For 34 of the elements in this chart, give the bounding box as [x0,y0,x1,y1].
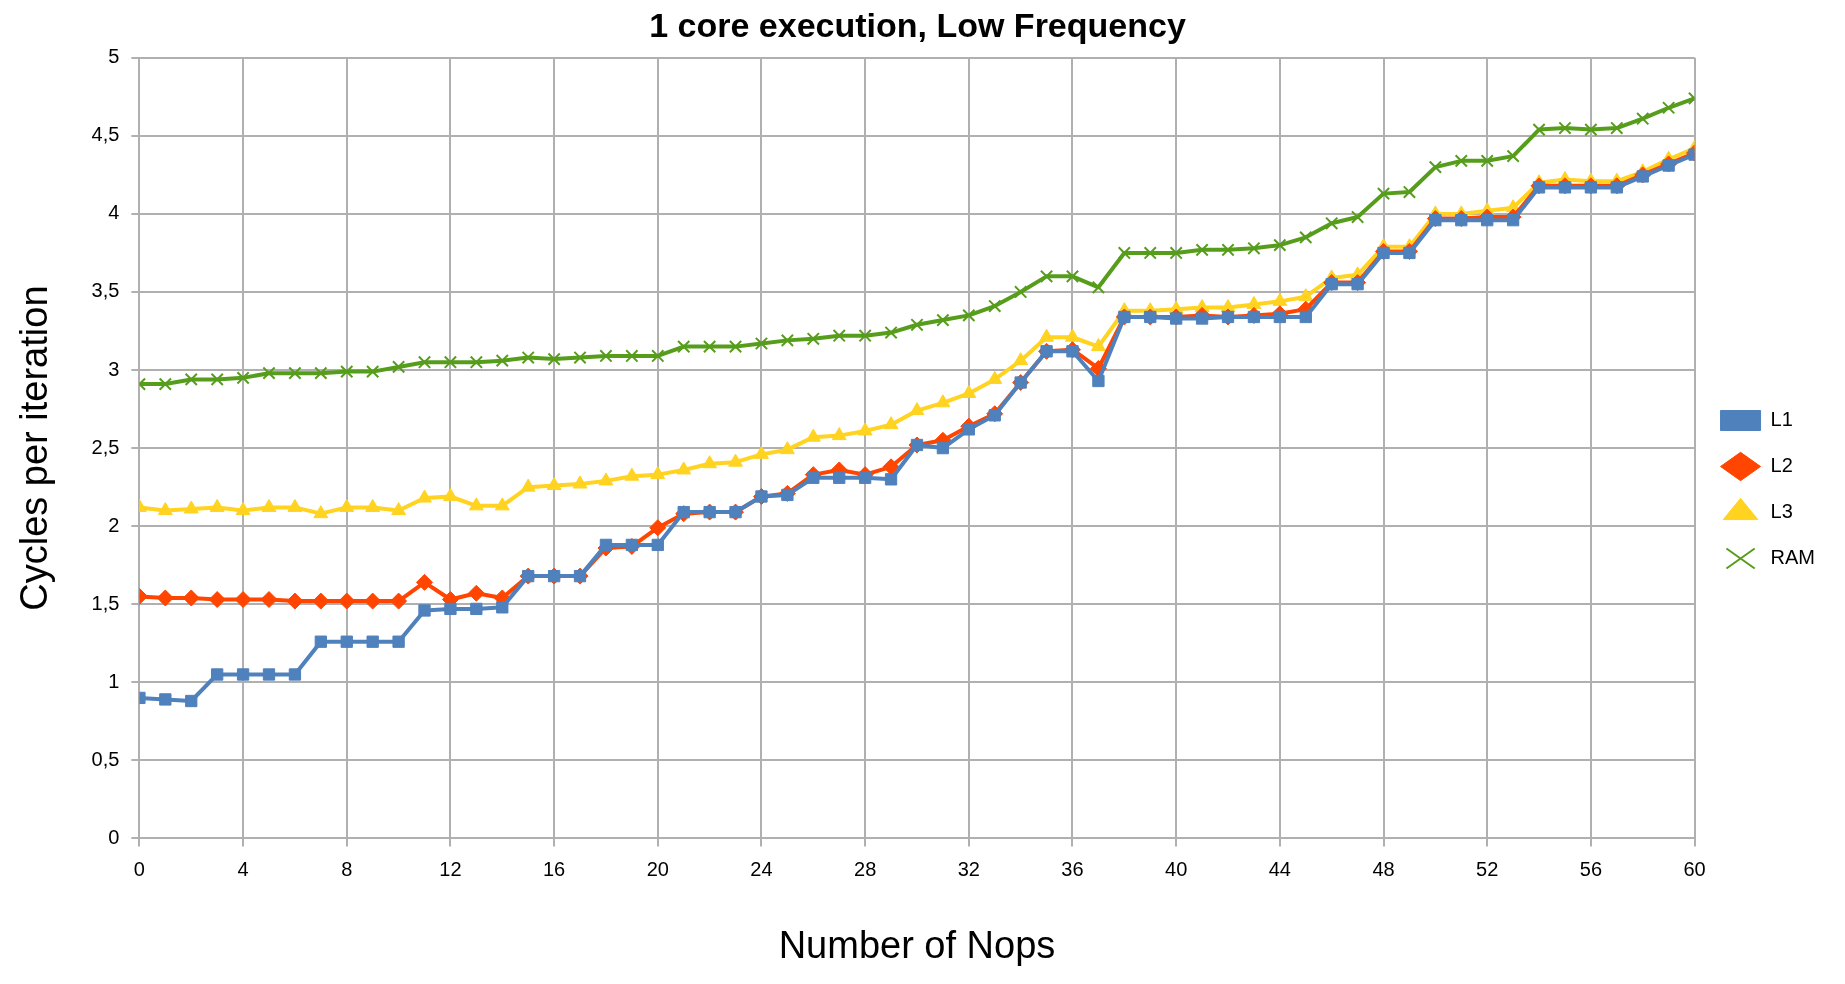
x-tick-label: 28 [854,857,877,880]
y-tick-label: 2,5 [91,435,120,458]
y-tick-label: 1,5 [91,591,120,614]
x-tick-label: 48 [1372,857,1395,880]
y-axis-title: Cycles per iteration [13,285,56,611]
y-tick-label: 1 [108,669,120,692]
y-tick-label: 5 [108,45,120,68]
y-tick-label: 4,5 [91,123,120,146]
y-tick-label: 3,5 [91,279,120,302]
legend-label: L1 [1770,408,1793,431]
x-tick-label: 32 [957,857,980,880]
legend-label: L3 [1770,500,1793,523]
x-tick-label: 40 [1165,857,1188,880]
x-tick-label: 20 [646,857,669,880]
chart-title: 1 core execution, Low Frequency [649,5,1186,44]
x-tick-label: 36 [1061,857,1084,880]
x-tick-label: 4 [237,857,249,880]
x-tick-label: 12 [439,857,462,880]
x-tick-label: 60 [1683,857,1706,880]
legend-label: L2 [1770,454,1793,477]
y-tick-label: 2 [108,513,120,536]
x-tick-label: 0 [133,857,145,880]
legend-label: RAM [1770,546,1816,569]
x-tick-label: 24 [750,857,773,880]
x-tick-label: 52 [1476,857,1499,880]
x-axis-title: Number of Nops [778,923,1056,966]
y-tick-label: 4 [108,201,120,224]
y-tick-label: 0,5 [91,747,120,770]
x-tick-label: 16 [542,857,566,880]
x-tick-label: 8 [341,857,353,880]
x-tick-label: 44 [1268,857,1291,880]
y-tick-label: 0 [108,825,120,848]
y-tick-label: 3 [108,357,120,380]
x-tick-label: 56 [1579,857,1602,880]
